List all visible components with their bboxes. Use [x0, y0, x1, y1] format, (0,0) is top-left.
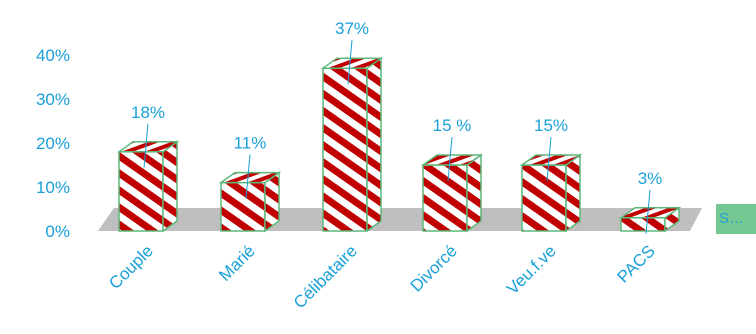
bar-side — [466, 153, 482, 233]
leader-line — [143, 123, 149, 168]
leader-line — [546, 136, 552, 182]
x-tick-label: PACS — [614, 241, 659, 286]
bar-top — [618, 207, 682, 219]
bar-top — [420, 154, 484, 166]
leader-line — [645, 189, 651, 234]
bar-side — [366, 56, 382, 233]
bar-top — [519, 154, 583, 166]
x-tick-label: Veu.f.ve — [503, 241, 560, 298]
x-tick-label: Divorcé — [407, 241, 461, 295]
bar-front — [220, 181, 266, 232]
bar-front — [620, 217, 666, 232]
bar-top — [116, 141, 180, 153]
y-tick-label: 20% — [36, 134, 70, 153]
data-label: 15% — [534, 116, 568, 135]
y-tick-label: 10% — [36, 178, 70, 197]
bar-front — [422, 164, 468, 232]
x-tick-label: Couple — [105, 241, 157, 293]
bar-top — [218, 171, 282, 184]
y-tick-label: 0% — [45, 222, 70, 241]
leader-line — [447, 136, 453, 182]
bar-front — [118, 151, 164, 232]
bar-front — [521, 164, 567, 232]
bar — [618, 206, 682, 233]
bar-front — [322, 67, 368, 232]
y-axis-ticks: 0% 10% 20% 30% 40% — [36, 46, 70, 241]
data-label: 3% — [638, 169, 663, 188]
data-label: 37% — [335, 19, 369, 38]
legend-entry: S… — [716, 204, 756, 234]
bar — [420, 153, 484, 233]
x-axis-ticks: Couple Marié Célibataire Divorcé Veu.f.ve PAC… — [105, 241, 659, 312]
leader-line — [245, 154, 251, 199]
data-labels: 18% 11% 37% 15 % 15% 3% — [131, 19, 662, 234]
bar — [320, 56, 384, 233]
y-tick-label: 40% — [36, 46, 70, 65]
bar-top — [320, 57, 384, 69]
x-tick-label: Célibataire — [290, 241, 361, 312]
leader-line — [347, 40, 353, 85]
data-label: 15 % — [433, 116, 472, 135]
data-label: 11% — [234, 134, 267, 153]
bar — [519, 153, 583, 233]
floor-plane — [98, 208, 702, 231]
x-tick-label: Marié — [215, 241, 258, 284]
bar — [116, 140, 180, 233]
bar — [218, 171, 282, 233]
y-tick-label: 30% — [36, 90, 70, 109]
bar-side — [565, 153, 581, 233]
data-label: 18% — [131, 103, 165, 122]
bar-side — [162, 140, 178, 233]
chart-floor — [98, 208, 702, 231]
bars — [116, 56, 682, 233]
